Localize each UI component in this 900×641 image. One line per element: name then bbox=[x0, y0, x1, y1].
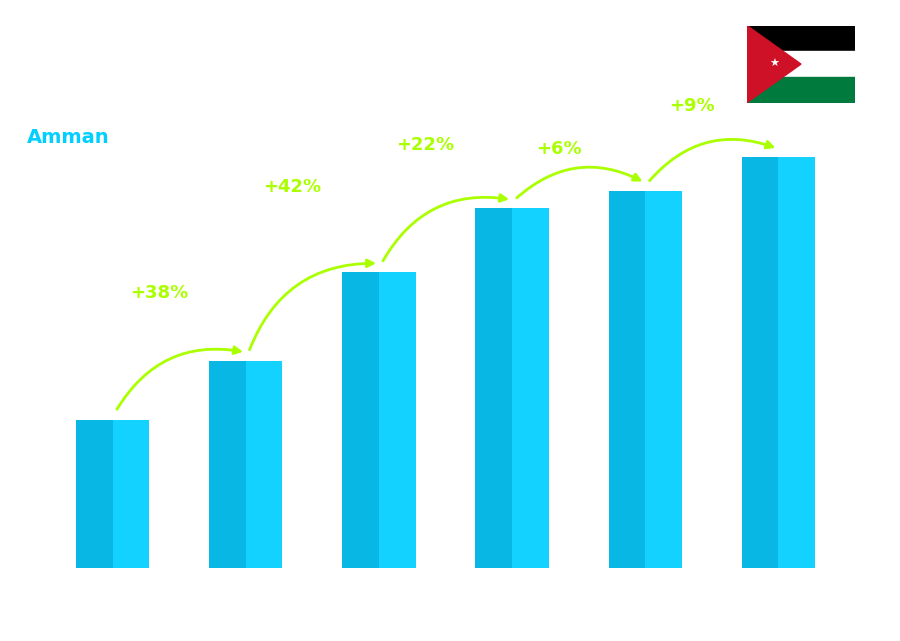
Bar bbox=[608, 191, 645, 569]
Bar bbox=[742, 157, 778, 569]
Polygon shape bbox=[747, 26, 801, 103]
Bar bbox=[742, 157, 814, 569]
Bar bbox=[342, 272, 379, 569]
Bar bbox=[747, 51, 855, 77]
Text: salaryexplorer.com: salaryexplorer.com bbox=[377, 620, 523, 635]
Text: 490 JOD: 490 JOD bbox=[215, 339, 277, 353]
Text: +22%: +22% bbox=[397, 136, 454, 154]
Bar bbox=[342, 272, 416, 569]
Text: 890 JOD: 890 JOD bbox=[614, 170, 676, 183]
Bar bbox=[747, 77, 855, 103]
Text: Salary Comparison By Experience: Salary Comparison By Experience bbox=[27, 32, 603, 61]
Text: salary: salary bbox=[395, 620, 447, 635]
Text: 700 JOD: 700 JOD bbox=[347, 250, 410, 264]
Text: 350 JOD: 350 JOD bbox=[82, 399, 144, 413]
Text: +6%: +6% bbox=[536, 140, 581, 158]
Bar bbox=[210, 361, 246, 569]
Text: Nursery Teacher: Nursery Teacher bbox=[27, 90, 185, 109]
Text: Amman: Amman bbox=[27, 128, 110, 147]
Text: +42%: +42% bbox=[264, 178, 321, 196]
Bar bbox=[608, 191, 681, 569]
Text: Average Monthly Salary: Average Monthly Salary bbox=[877, 254, 886, 387]
Bar bbox=[210, 361, 283, 569]
Text: ★: ★ bbox=[769, 59, 779, 69]
Text: 970 JOD: 970 JOD bbox=[747, 136, 809, 150]
Bar bbox=[475, 208, 512, 569]
Bar bbox=[76, 420, 149, 569]
Text: 850 JOD: 850 JOD bbox=[481, 187, 544, 201]
Bar bbox=[475, 208, 549, 569]
Text: +38%: +38% bbox=[130, 284, 188, 302]
Bar bbox=[747, 26, 855, 51]
Bar bbox=[76, 420, 112, 569]
Text: +9%: +9% bbox=[669, 97, 715, 115]
